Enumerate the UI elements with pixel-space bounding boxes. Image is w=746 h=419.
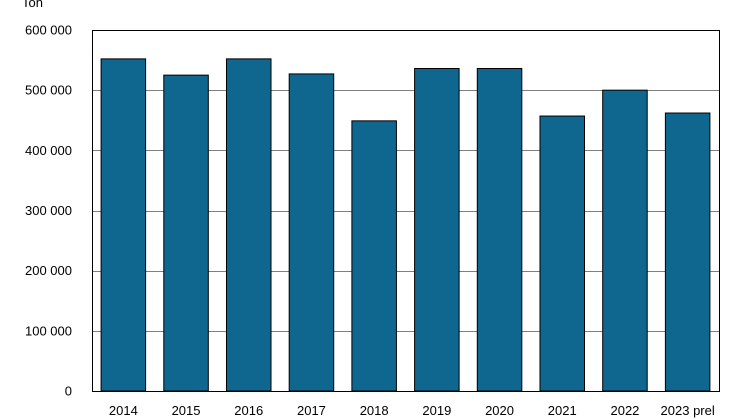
y-axis-unit-label: Ton (22, 0, 43, 10)
y-tick-label: 100 000 (25, 323, 72, 338)
x-axis-tick-labels: 2014 2015 2016 2017 2018 2019 2020 2021 2022 2023… (109, 403, 715, 418)
bar-2019 (414, 68, 460, 392)
x-tick-label: 2023 prel (661, 403, 715, 418)
bar-2022 (602, 89, 648, 392)
y-tick-label: 0 (65, 384, 72, 399)
x-tick-label: 2015 (172, 403, 201, 418)
y-tick-label: 400 000 (25, 143, 72, 158)
x-tick-label: 2017 (297, 403, 326, 418)
x-tick-label: 2021 (548, 403, 577, 418)
y-tick-label: 300 000 (25, 203, 72, 218)
bar-2017 (288, 73, 335, 392)
bar-2014 (100, 58, 147, 392)
y-axis-tick-labels: 0 100 000 200 000 300 000 400 000 500 000 600 … (25, 23, 72, 399)
y-tick-label: 500 000 (25, 83, 72, 98)
bar-2015 (163, 74, 209, 392)
x-tick-label: 2022 (610, 403, 639, 418)
x-tick-label: 2019 (422, 403, 451, 418)
bar-2016 (225, 58, 272, 392)
bar-2018 (351, 120, 397, 392)
plot-frame (92, 30, 720, 392)
y-tick-label: 200 000 (25, 263, 72, 278)
x-tick-label: 2020 (485, 403, 514, 418)
y-tick-label: 600 000 (25, 23, 72, 38)
bars (100, 58, 711, 392)
x-tick-label: 2014 (109, 403, 138, 418)
bar-2023-prel (664, 112, 711, 392)
bar-2020 (476, 68, 523, 392)
x-tick-label: 2018 (360, 403, 389, 418)
x-tick-label: 2016 (234, 403, 263, 418)
bar-2021 (539, 115, 586, 392)
